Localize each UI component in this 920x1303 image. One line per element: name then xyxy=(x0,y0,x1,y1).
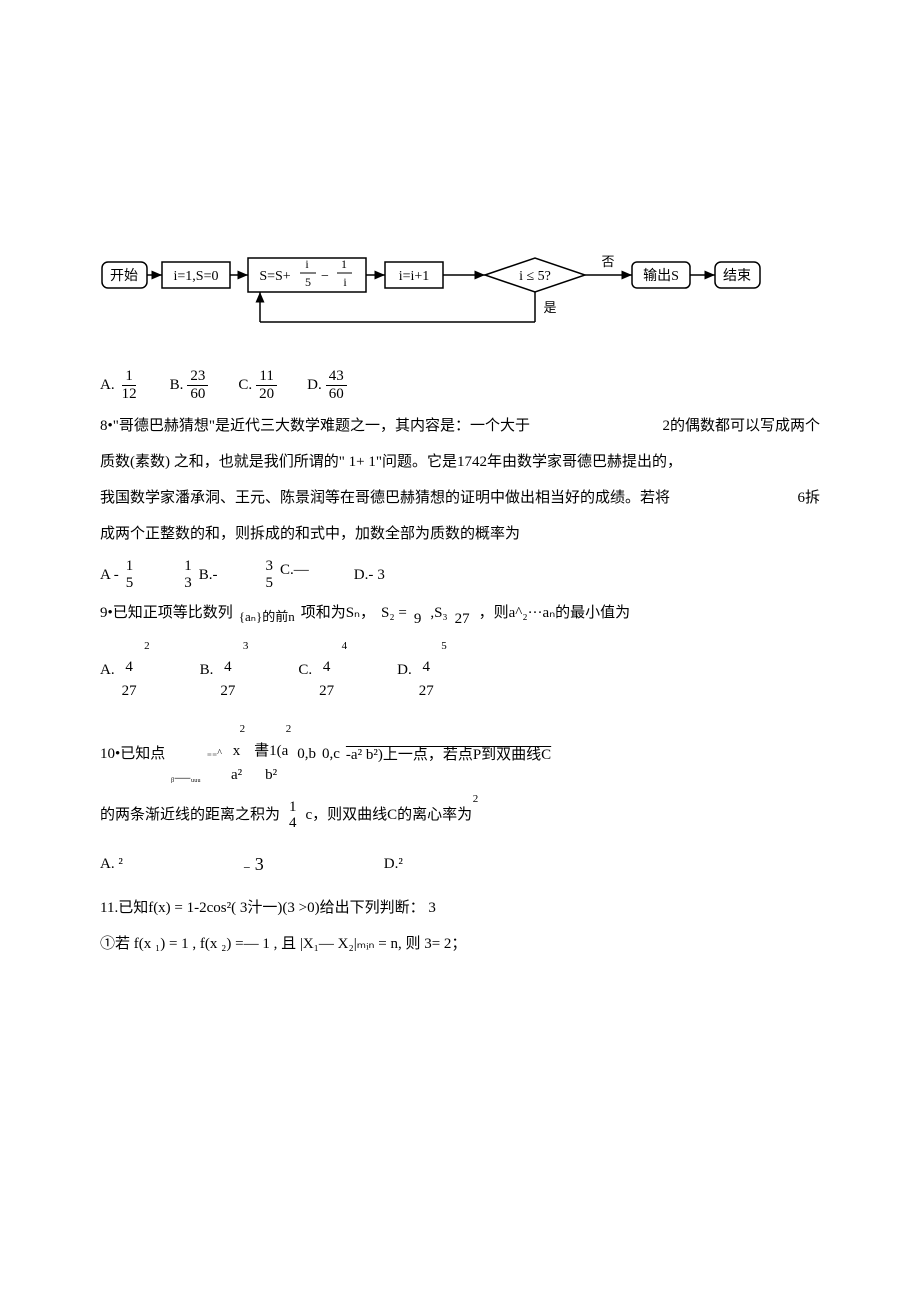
flowchart-q7: 开始 i=1,S=0 S=S+ i 5 − 1 i i=i+1 i ≤ 5? 输… xyxy=(100,250,820,353)
flowchart-svg: 开始 i=1,S=0 S=S+ i 5 − 1 i i=i+1 i ≤ 5? 输… xyxy=(100,250,780,345)
svg-text:i: i xyxy=(343,275,347,289)
label-A: A. xyxy=(100,373,115,397)
q7-opt-A: A. 112 xyxy=(100,368,140,402)
q7-opt-C: C. 1120 xyxy=(238,368,277,402)
q8-line3: 我国数学家潘承洞、王元、陈景润等在哥德巴赫猜想的证明中做出相当好的成绩。若将 6… xyxy=(100,486,820,510)
svg-text:i: i xyxy=(305,257,309,271)
svg-text:5: 5 xyxy=(305,275,311,289)
q11-line2: ①若 f(x ₁) = 1 , f(x ₂) =— 1 , 且 |X₁— X₂|… xyxy=(100,932,820,956)
node-inc: i=i+1 xyxy=(399,269,430,284)
q8-opt-C: 35 C.— xyxy=(263,558,309,591)
node-end: 结束 xyxy=(723,268,751,284)
q9-options: A. 2427 B. 3427 C. 4427 D. 5427 xyxy=(100,638,820,704)
node-start: 开始 xyxy=(110,268,138,284)
q9-opt-C: C. 4427 xyxy=(298,638,337,704)
cond-no: 否 xyxy=(601,254,614,269)
cond-yes: 是 xyxy=(543,300,556,315)
q9-stem: 9•已知正项等比数列 {aₙ}的前n 项和为Sₙ， S₂ = 9 ,S₃ 27 … xyxy=(100,599,820,628)
q7-opt-B: B. 2360 xyxy=(170,368,209,402)
q7-options: A. 112 B. 2360 C. 1120 D. 4360 xyxy=(100,368,820,402)
svg-text:S=S+: S=S+ xyxy=(259,269,290,284)
q8-line2: 质数(素数) 之和，也就是我们所谓的" 1+ 1"问题。它是1742年由数学家哥… xyxy=(100,450,820,474)
node-init: i=1,S=0 xyxy=(174,269,219,284)
q8-options: A - 15 13 B.- 35 C.— D.- 3 xyxy=(100,558,820,591)
q9-opt-A: A. 2427 xyxy=(100,638,140,704)
node-cond: i ≤ 5? xyxy=(519,269,551,284)
q10-opt-mid: ₋ 3 xyxy=(243,850,264,879)
q11-line1: 11.已知f(x) = 1-2cos²( 3汁一)(3 >0)给出下列判断： 3 xyxy=(100,896,820,920)
svg-text:−: − xyxy=(321,269,329,284)
q10-opt-D: D.² xyxy=(384,852,403,876)
q10-opt-A: A. ² xyxy=(100,852,123,876)
node-out: 输出S xyxy=(643,268,679,284)
q9-opt-B: B. 3427 xyxy=(200,638,239,704)
q8-line1: 8•"哥德巴赫猜想"是近代三大数学难题之一，其内容是：一个大于 2的偶数都可以写… xyxy=(100,414,820,438)
q7-opt-D: D. 4360 xyxy=(307,368,347,402)
label-D: D. xyxy=(307,373,322,397)
label-C: C. xyxy=(238,373,252,397)
q8-line4: 成两个正整数的和，则拆成的和式中，加数全部为质数的概率为 xyxy=(100,522,820,546)
q10-options: A. ² ₋ 3 D.² xyxy=(100,850,820,879)
q8-opt-D: D.- 3 xyxy=(354,563,385,587)
svg-text:1: 1 xyxy=(341,257,347,271)
label-B: B. xyxy=(170,373,184,397)
q8-opt-A: A - 15 xyxy=(100,558,136,591)
q8-opt-B: 13 B.- xyxy=(181,558,217,591)
q10-line1: 10•已知点 ᵦ⸺ᵤᵤᵤ ₌₌^ 2 xa² 2 書1(ab² 0,b 0,c … xyxy=(100,721,820,787)
q9-opt-D: D. 5427 xyxy=(397,638,437,704)
q10-line2: 的两条渐近线的距离之积为 14 2 c，则双曲线C的离心率为 xyxy=(100,799,820,832)
